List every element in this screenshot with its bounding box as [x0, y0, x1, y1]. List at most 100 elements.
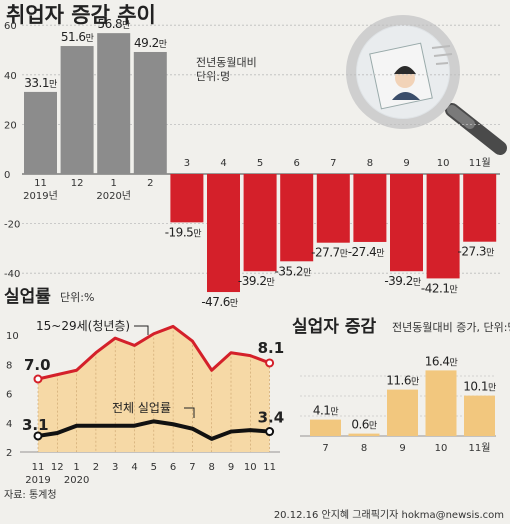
youth-series-label: 15~29세(청년층) — [36, 319, 130, 333]
unemployed-value-label: 16.4만 — [425, 354, 458, 368]
x-tick-label: 6 — [170, 462, 176, 473]
employment-bar — [97, 33, 131, 174]
x-tick-label: 5 — [151, 462, 157, 473]
employment-chart-title: 취업자 증감 추이 — [6, 3, 156, 27]
rate-points — [33, 358, 275, 441]
employment-value-label: -35.2만 — [275, 264, 312, 278]
total-leader-line — [184, 407, 195, 418]
total-series-label: 전체 실업률 — [112, 401, 171, 415]
employment-bar — [60, 46, 94, 175]
employment-y-ticks: 60 40 20 0 -20 -40 — [4, 21, 20, 280]
rate-lines — [37, 324, 271, 441]
unemployed-change-unit: 전년동월대비 증가, 단위:명 — [392, 321, 510, 334]
y-tick-label: 20 — [4, 120, 17, 131]
magnifier-illustration — [346, 15, 507, 155]
employment-value-label: -39.2만 — [238, 274, 275, 288]
x-tick-label: 8 — [209, 462, 215, 473]
employment-value-label: -39.2만 — [384, 274, 421, 288]
employment-value-label: -19.5만 — [165, 225, 202, 239]
x-tick-label: 11월 — [469, 157, 491, 169]
x-tick-label: 11 — [32, 462, 45, 473]
employment-bar — [133, 51, 167, 174]
year-label: 2020 — [64, 475, 89, 486]
youth-leader-line — [134, 325, 149, 335]
employment-value-label: 51.6만 — [61, 30, 94, 44]
y-tick-label: 0 — [4, 170, 10, 181]
employment-value-label: 56.8만 — [97, 17, 130, 31]
total-rate-line-endpoint — [265, 427, 275, 437]
unemployed-value-label: 0.6만 — [351, 418, 377, 432]
y-tick-label: -40 — [4, 269, 20, 280]
x-tick-label: 11 — [263, 462, 276, 473]
unemployed-bar — [310, 419, 341, 436]
employment-value-label: -27.7만 — [311, 246, 348, 260]
credit-label: 20.12.16 안지혜 그래픽기자 hokma@newsis.com — [274, 509, 504, 521]
x-tick-label: 10 — [437, 158, 450, 169]
unemployed-bar — [387, 389, 418, 436]
x-tick-label: 8 — [367, 158, 373, 169]
year-label: 2020년 — [96, 190, 131, 202]
x-tick-label: 10 — [435, 443, 448, 454]
employment-bars — [24, 33, 497, 293]
x-tick-label: 1 — [73, 462, 79, 473]
employment-value-label: 49.2만 — [134, 36, 167, 50]
unemployed-change-title: 실업자 증감 — [292, 317, 376, 337]
youth-rate-line-endpoint — [265, 358, 275, 368]
x-tick-label: 4 — [220, 158, 226, 169]
y-tick-label: 2 — [6, 448, 12, 459]
unemployed-value-label: 10.1만 — [463, 380, 496, 394]
employment-bar — [170, 174, 204, 223]
employment-chart-note-unit: 단위:명 — [196, 70, 230, 83]
x-tick-label: 12 — [51, 462, 64, 473]
y-tick-label: 4 — [6, 419, 12, 430]
x-tick-label: 9 — [399, 443, 405, 454]
employment-bar — [280, 174, 314, 262]
unemployment-rate-unit: 단위:% — [60, 291, 94, 304]
unemployed-x-ticks: 7 8 9 10 11월 — [322, 442, 490, 454]
source-label: 자료: 통계청 — [4, 489, 57, 501]
x-tick-label: 5 — [257, 158, 263, 169]
employment-value-label: -27.4만 — [348, 245, 385, 259]
employment-bar — [24, 91, 57, 174]
employment-bar — [243, 174, 277, 272]
employment-value-label: -42.1만 — [421, 281, 458, 295]
y-tick-label: 8 — [6, 360, 12, 371]
employment-value-label: 33.1만 — [24, 76, 57, 90]
x-tick-label: 2 — [93, 462, 99, 473]
x-tick-label: 3 — [112, 462, 118, 473]
year-label: 2019년 — [23, 190, 58, 202]
total-end-label: 3.4 — [258, 409, 285, 427]
total-start-label: 3.1 — [22, 416, 49, 434]
x-tick-label: 2 — [147, 178, 153, 189]
employment-bar — [426, 174, 460, 279]
unemployed-value-labels: 4.1만 0.6만 11.6만 16.4만 10.1만 — [313, 354, 497, 432]
unemployed-change-chart: 실업자 증감 전년동월대비 증가, 단위:명 4.1만 0.6만 11.6만 16.4… — [292, 317, 510, 454]
employment-value-label: -47.6만 — [201, 295, 238, 309]
x-tick-label: 9 — [228, 462, 234, 473]
x-tick-label: 4 — [131, 462, 137, 473]
employment-value-label: -27.3만 — [458, 245, 495, 259]
y-tick-label: 40 — [4, 71, 17, 82]
y-tick-label: -20 — [4, 220, 20, 231]
x-tick-label: 9 — [403, 158, 409, 169]
unemployment-rate-title: 실업률 — [4, 287, 51, 307]
rate-labels: 7.0 8.1 3.1 3.4 15~29세(청년층) 전체 실업률 — [22, 319, 284, 434]
x-tick-label: 11 — [34, 178, 47, 189]
total-rate-line — [37, 419, 270, 441]
employment-bar — [353, 174, 387, 242]
youth-end-label: 8.1 — [258, 339, 285, 357]
youth-rate-line-endpoint — [33, 374, 43, 384]
x-tick-label: 6 — [294, 158, 300, 169]
employment-value-labels: 33.1만51.6만56.8만49.2만-19.5만-47.6만-39.2만-3… — [24, 17, 494, 309]
employment-bar — [207, 174, 240, 293]
x-tick-label: 3 — [184, 158, 190, 169]
y-tick-label: 6 — [6, 390, 12, 401]
employment-bar — [463, 174, 497, 242]
unemployed-bar — [348, 433, 380, 436]
youth-start-label: 7.0 — [24, 356, 51, 374]
x-tick-label: 7 — [330, 158, 336, 169]
x-tick-label: 1 — [111, 178, 117, 189]
